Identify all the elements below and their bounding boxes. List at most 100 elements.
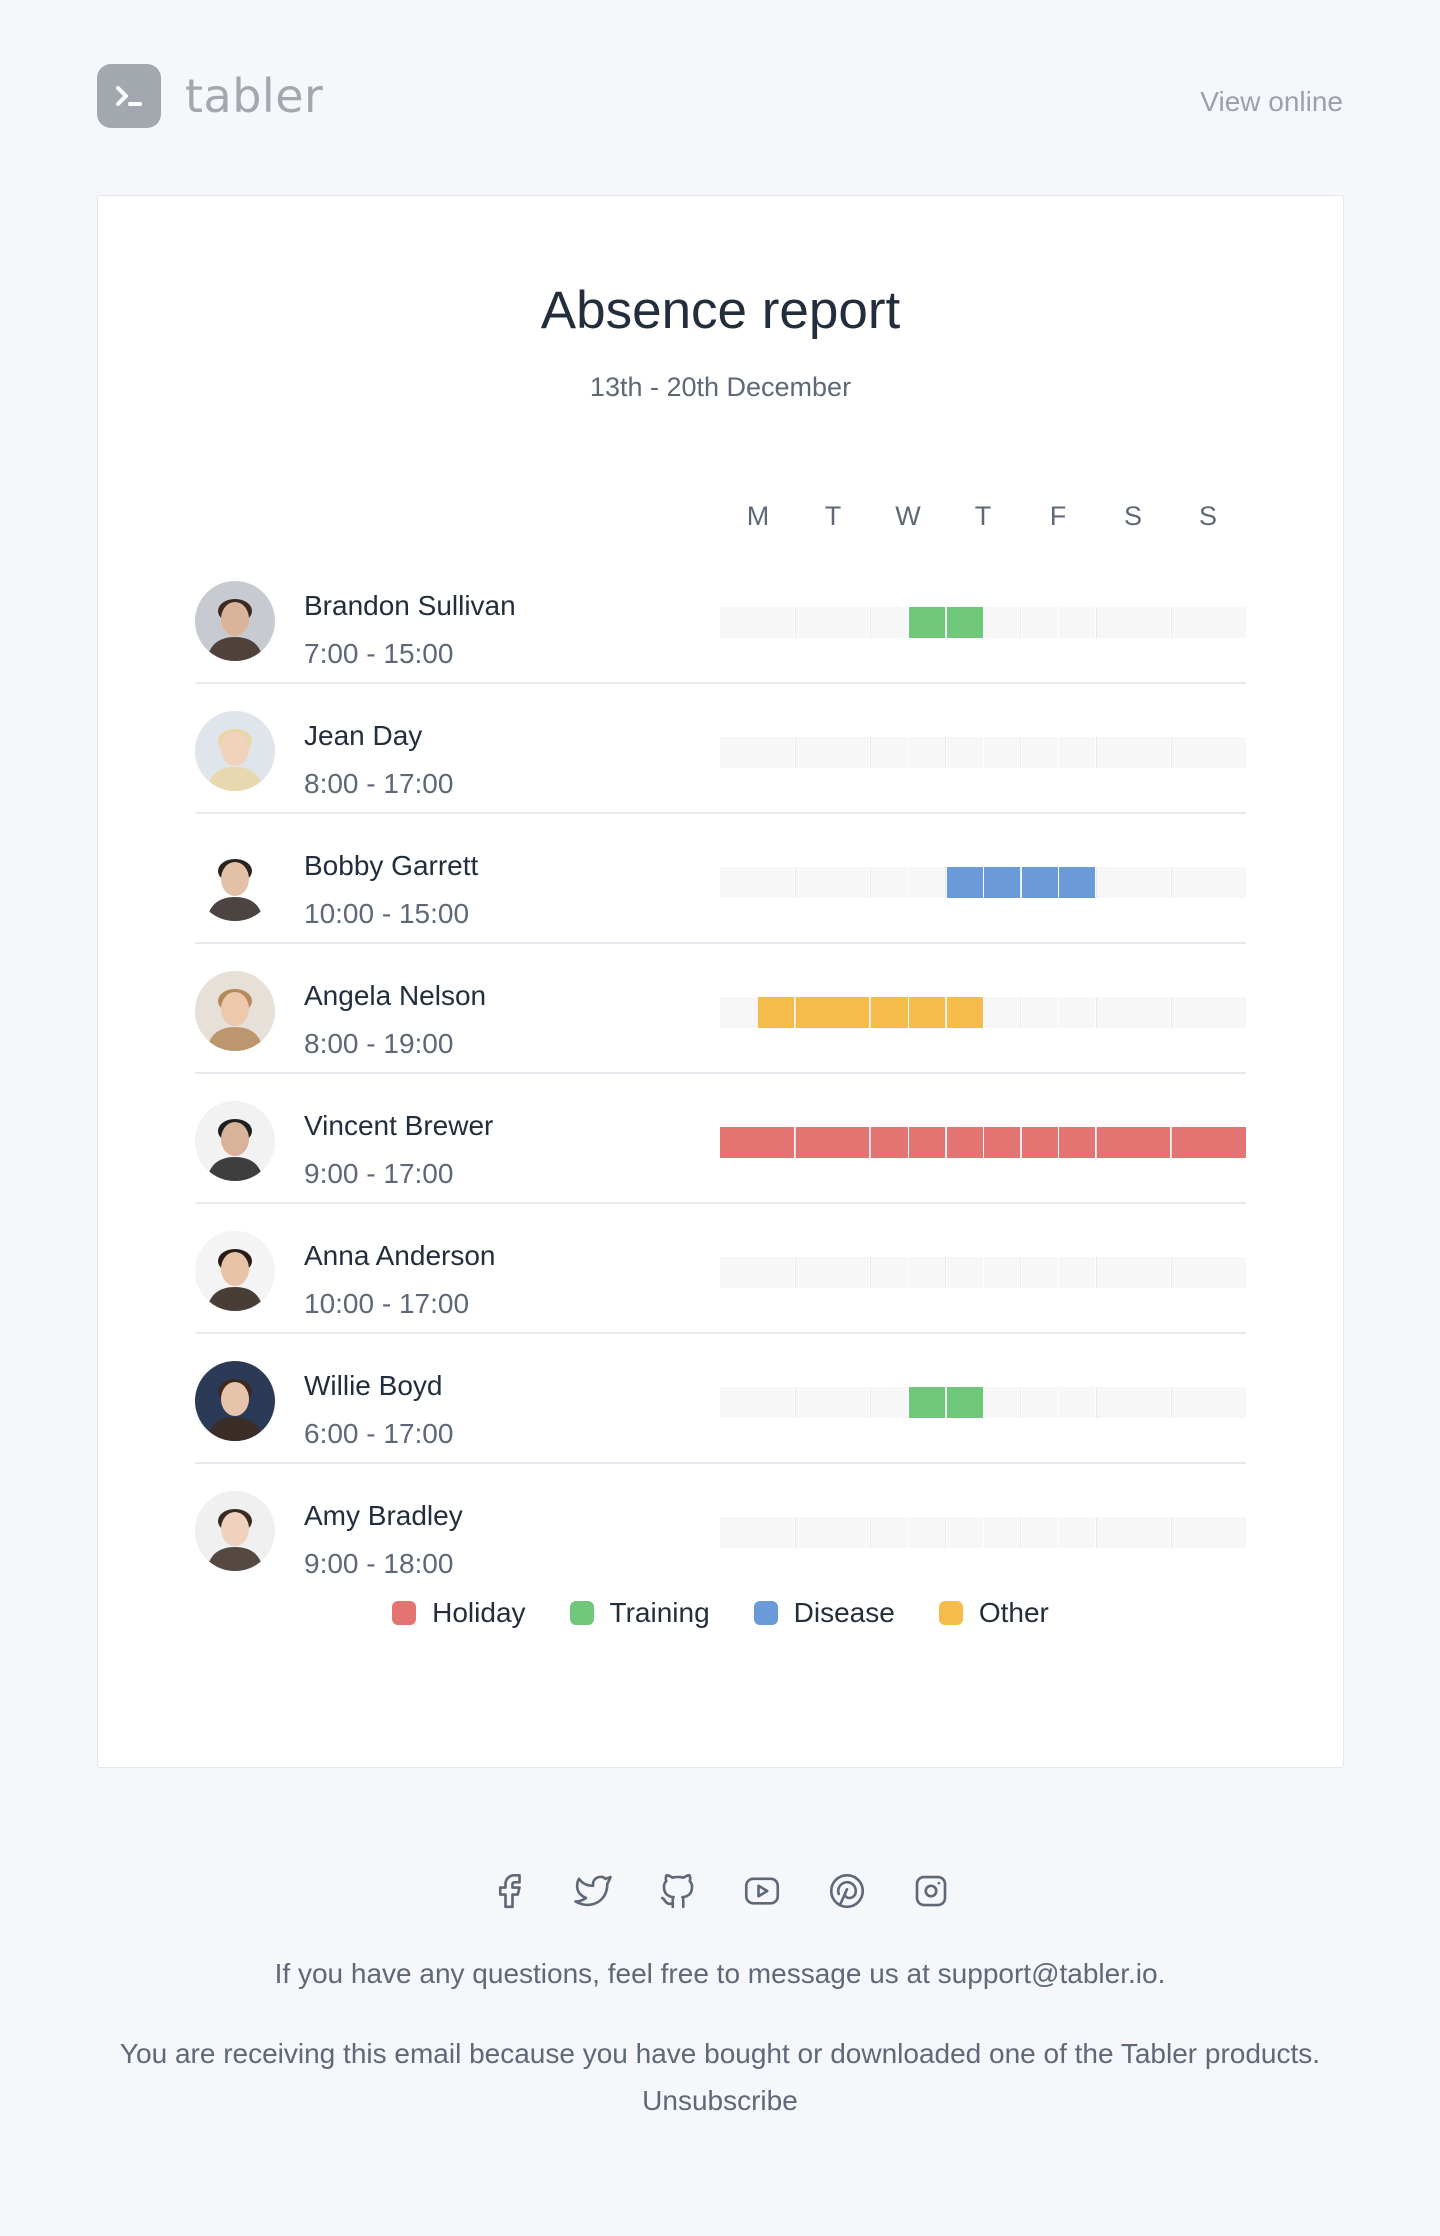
day-separator: [869, 737, 872, 768]
absence-cell: [908, 607, 945, 638]
avatar-icon: [195, 1101, 275, 1181]
absence-cell: [1096, 1387, 1134, 1418]
day-separator: [1095, 1257, 1097, 1288]
absence-cell: [1209, 1127, 1246, 1158]
absence-bar: [720, 607, 1246, 638]
day-separator: [1170, 1127, 1173, 1158]
avatar-icon: [195, 971, 275, 1051]
day-separator: [1095, 1127, 1097, 1158]
absence-cell: [1096, 607, 1134, 638]
absence-cell: [758, 737, 795, 768]
absence-cell: [720, 997, 758, 1028]
absence-cell: [1020, 867, 1059, 898]
person-name: Amy Bradley: [304, 1500, 463, 1531]
avatar-icon: [195, 711, 275, 791]
email-header: tabler View online: [97, 64, 1343, 130]
instagram-icon[interactable]: [910, 1870, 952, 1912]
day-separator: [1170, 1517, 1173, 1548]
person-hours: 8:00 - 19:00: [304, 1028, 454, 1059]
day-separator: [1019, 607, 1022, 638]
absence-cell: [983, 1257, 1021, 1288]
day-separator: [794, 867, 797, 898]
absence-cell: [1209, 607, 1246, 638]
legend-swatch: [753, 1601, 778, 1625]
absence-cell: [1134, 1127, 1171, 1158]
person-hours: 9:00 - 18:00: [304, 1548, 454, 1579]
absence-cell: [1171, 1127, 1209, 1158]
absence-cell: [908, 867, 945, 898]
day-separator: [869, 1127, 872, 1158]
absence-bar: [720, 1387, 1246, 1418]
absence-cell: [1171, 607, 1209, 638]
absence-cell: [1020, 607, 1059, 638]
absence-cell: [908, 1517, 945, 1548]
brand-logo[interactable]: tabler: [97, 64, 323, 128]
day-separator: [1095, 737, 1097, 768]
view-online-link[interactable]: View online: [1200, 86, 1343, 117]
absence-cell: [758, 607, 795, 638]
github-icon[interactable]: [657, 1870, 699, 1912]
youtube-icon[interactable]: [741, 1870, 783, 1912]
absence-cell: [983, 1127, 1021, 1158]
absence-cell: [945, 997, 984, 1028]
person-name: Brandon Sullivan: [304, 590, 516, 621]
day-separator: [944, 1257, 947, 1288]
absence-bar: [720, 737, 1246, 768]
absence-cell: [720, 1387, 758, 1418]
day-label: S: [1198, 501, 1217, 531]
absence-cell: [720, 867, 758, 898]
absence-cell: [1058, 737, 1096, 768]
absence-cell: [945, 867, 984, 898]
pinterest-icon[interactable]: [826, 1870, 868, 1912]
absence-cell: [1209, 1517, 1246, 1548]
day-separator: [1095, 1387, 1097, 1418]
absence-cell: [983, 1387, 1021, 1418]
person-row: Bobby Garrett 10:00 - 15:00: [195, 814, 1246, 944]
absence-cell: [1134, 1517, 1171, 1548]
avatar-icon: [195, 581, 275, 661]
legend-item-other: Other: [938, 1597, 1049, 1629]
reason-text: You are receiving this email because you…: [119, 2038, 1321, 2069]
report-card: Absence report 13th - 20th December M T …: [97, 195, 1344, 1768]
unsubscribe-link[interactable]: Unsubscribe: [642, 2085, 798, 2116]
report-period: 13th - 20th December: [589, 372, 852, 402]
person-row: Amy Bradley 9:00 - 18:00: [195, 1464, 1246, 1594]
legend-item-holiday: Holiday: [392, 1597, 526, 1629]
absence-cell: [833, 997, 870, 1028]
day-separator: [1095, 607, 1097, 638]
absence-cell: [1096, 1127, 1134, 1158]
absence-cell: [908, 1127, 945, 1158]
legend-swatch: [938, 1601, 963, 1625]
absence-cell: [870, 737, 908, 768]
day-separator: [944, 1127, 947, 1158]
avatar-icon: [195, 1361, 275, 1441]
absence-cell: [908, 1387, 945, 1418]
person-hours: 6:00 - 17:00: [304, 1418, 454, 1449]
absence-cell: [1171, 737, 1209, 768]
day-separator: [1095, 997, 1097, 1028]
absence-cell: [1134, 1257, 1171, 1288]
absence-cell: [1209, 997, 1246, 1028]
absence-cell: [1020, 1517, 1059, 1548]
person-name: Bobby Garrett: [304, 850, 479, 881]
day-separator: [944, 737, 947, 768]
absence-cell: [945, 737, 984, 768]
day-separator: [869, 1517, 872, 1548]
absence-cell: [945, 607, 984, 638]
absence-cell: [1171, 867, 1209, 898]
absence-cell: [720, 1517, 758, 1548]
absence-cell: [833, 1517, 870, 1548]
absence-cell: [1096, 1517, 1134, 1548]
day-label: S: [1123, 501, 1142, 531]
day-separator: [944, 867, 947, 898]
absence-cell: [758, 1127, 795, 1158]
absence-cell: [795, 1387, 833, 1418]
twitter-icon[interactable]: [572, 1870, 614, 1912]
people-list: Brandon Sullivan 7:00 - 15:00 Jean Day 8:00…: [195, 554, 1246, 1594]
day-separator: [1170, 1387, 1173, 1418]
absence-cell: [908, 997, 945, 1028]
facebook-icon[interactable]: [488, 1870, 530, 1912]
day-separator: [1170, 737, 1173, 768]
absence-cell: [945, 1387, 984, 1418]
absence-cell: [1020, 1387, 1059, 1418]
